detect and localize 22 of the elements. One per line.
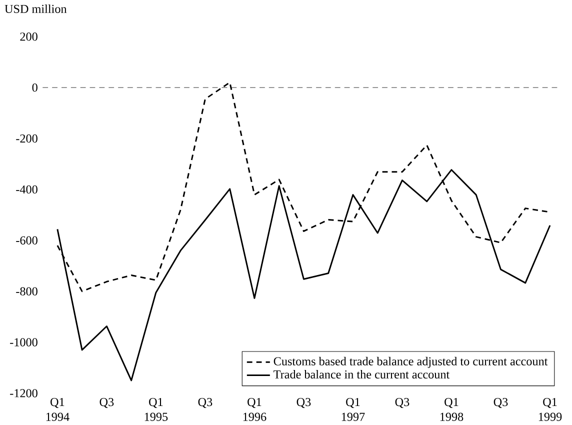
y-tick-label: -400 — [16, 185, 38, 194]
legend-label: Trade balance in the current account — [274, 370, 450, 378]
x-tick-label: Q1 1996 — [243, 398, 266, 421]
x-tick-label: Q3 — [296, 398, 311, 408]
y-axis-title: USD million — [4, 4, 67, 13]
legend-label: Customs based trade balance adjusted to current account — [274, 356, 548, 368]
x-tick-label: Q1 1994 — [46, 398, 70, 421]
y-tick-label: -1000 — [10, 338, 38, 346]
y-tick-label: -800 — [16, 287, 38, 296]
x-tick-label: Q1 1995 — [144, 398, 168, 421]
y-tick-label: -1200 — [10, 388, 38, 398]
x-tick-label: Q3 — [494, 398, 508, 408]
x-tick-label: Q1 1997 — [342, 398, 365, 421]
y-tick-label: -200 — [16, 134, 38, 142]
y-tick-label: -600 — [16, 236, 38, 244]
x-tick-label: Q1 1998 — [440, 398, 464, 421]
x-tick-label: Q1 1999 — [538, 398, 562, 421]
y-tick-label: 0 — [32, 83, 38, 92]
y-tick-label: 200 — [20, 32, 38, 41]
x-tick-label: Q3 — [395, 398, 410, 408]
x-tick-label: Q3 — [100, 398, 114, 408]
x-tick-label: Q3 — [198, 398, 212, 408]
